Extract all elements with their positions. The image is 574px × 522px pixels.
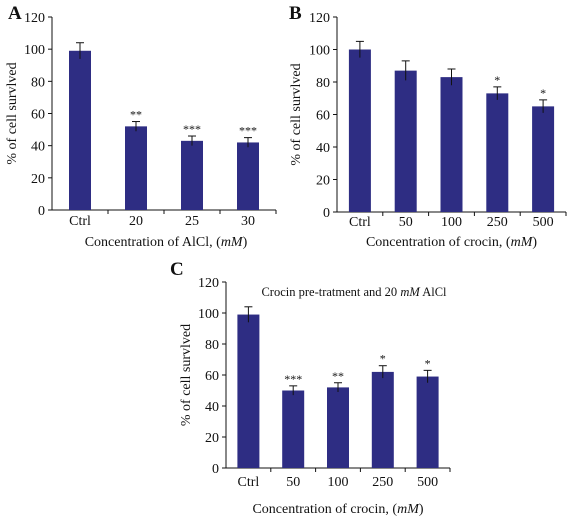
panel-a-y-tick-label: 80 xyxy=(31,75,45,90)
panel-b-y-tick-label: 80 xyxy=(316,76,330,91)
panel-a-chart: A 0 20 40 60 80 100 120 Ctrl ** 20 *** 25 *** 30 % of … xyxy=(5,3,277,250)
panel-c-bar xyxy=(282,390,305,468)
panel-c-bar xyxy=(327,387,349,468)
panel-c-y-tick-label: 80 xyxy=(205,338,219,353)
panel-c-x-tick-label: 250 xyxy=(372,475,393,490)
panel-a-y-tick-label: 0 xyxy=(38,204,45,219)
panel-b-y-tick-label: 20 xyxy=(316,174,330,189)
panel-a-x-tick-label: Ctrl xyxy=(69,214,91,229)
panel-a-bar xyxy=(237,142,259,210)
panel-a-y-tick-label: 100 xyxy=(24,43,45,58)
panel-c-y-tick-label: 60 xyxy=(205,369,219,384)
panel-b-y-tick-label: 120 xyxy=(309,11,330,26)
panel-c-bar xyxy=(237,314,260,468)
panel-b-x-tick-label: 250 xyxy=(487,215,508,230)
panel-b-x-tick-label: 100 xyxy=(441,215,462,230)
panel-c-y-tick-label: 120 xyxy=(198,276,219,291)
panel-b-y-tick-label: 100 xyxy=(309,44,330,59)
panel-c-bar xyxy=(371,371,394,468)
panel-c-x-tick-label: 100 xyxy=(328,475,349,490)
panel-c-significance-label: * xyxy=(425,356,431,370)
panel-c-y-tick-label: 20 xyxy=(205,431,219,446)
panel-a-x-tick-label: 25 xyxy=(185,214,199,229)
panel-c-x-tick-label: Ctrl xyxy=(238,475,260,490)
panel-a-y-tick-label: 20 xyxy=(31,172,45,187)
panel-c-letter: C xyxy=(170,259,184,280)
panel-a-y-tick-label: 60 xyxy=(31,108,45,123)
panel-a-significance-label: ** xyxy=(130,108,142,122)
panel-a-x-tick-label: 30 xyxy=(241,214,255,229)
panel-c-x-tick-label: 500 xyxy=(417,475,438,490)
panel-b-letter: B xyxy=(289,3,302,24)
panel-a-y-tick-label: 40 xyxy=(31,140,45,155)
panel-b-bar xyxy=(440,77,463,212)
panel-c-y-tick-label: 0 xyxy=(212,462,219,477)
panel-c-y-axis-label: % of cell survlved xyxy=(179,324,194,426)
panel-b-y-axis-label: % of cell survlved xyxy=(289,63,304,165)
panel-b-bar xyxy=(348,49,371,212)
panel-c-x-axis-label: Concentration of crocin, (mM) xyxy=(252,502,423,517)
panel-b-x-tick-label: 500 xyxy=(533,215,554,230)
panel-c-title: Crocin pre-tratment and 20 mM AlCl xyxy=(261,285,447,299)
panel-b-y-tick-label: 40 xyxy=(316,141,330,156)
panel-a-x-tick-label: 20 xyxy=(129,214,143,229)
panel-a-letter: A xyxy=(8,3,22,24)
panel-c-significance-label: *** xyxy=(284,372,302,386)
panel-c-y-tick-label: 100 xyxy=(198,307,219,322)
panel-a-bar xyxy=(181,140,203,210)
panel-c-significance-label: * xyxy=(380,352,386,366)
panel-b-x-tick-label: Ctrl xyxy=(349,215,371,230)
panel-c-chart: C 0 20 40 60 80 100 120 Ctrl *** 50 ** 100 * 250 * 500%… xyxy=(170,259,451,517)
panel-b-x-tick-label: 50 xyxy=(399,215,413,230)
panel-a-significance-label: *** xyxy=(239,124,257,138)
panel-b-x-axis-label: Concentration of crocin, (mM) xyxy=(366,235,537,250)
panel-a-significance-label: *** xyxy=(183,122,201,136)
panel-a-bar xyxy=(125,126,147,210)
panel-c-x-tick-label: 50 xyxy=(286,475,300,490)
panel-b-bar xyxy=(486,93,509,212)
panel-b-bar xyxy=(394,70,417,212)
panel-a-bar xyxy=(69,50,91,211)
panel-b-y-tick-label: 60 xyxy=(316,109,330,124)
panel-b-significance-label: * xyxy=(540,86,546,100)
panel-a-y-tick-label: 120 xyxy=(24,11,45,26)
panel-b-significance-label: * xyxy=(494,73,500,87)
panel-a-x-axis-label: Concentration of AlCl, (mM) xyxy=(85,235,248,250)
panel-c-y-tick-label: 40 xyxy=(205,400,219,415)
panel-b-bar xyxy=(532,106,555,212)
panel-b-chart: B 0 20 40 60 80 100 120 Ctrl 50 100 * 250 * 500 % of c… xyxy=(289,3,567,250)
panel-b-y-tick-label: 0 xyxy=(323,206,330,221)
panel-c-significance-label: ** xyxy=(332,369,344,383)
panel-a-y-axis-label: % of cell survlved xyxy=(5,62,20,164)
panel-c-bar xyxy=(416,376,439,468)
